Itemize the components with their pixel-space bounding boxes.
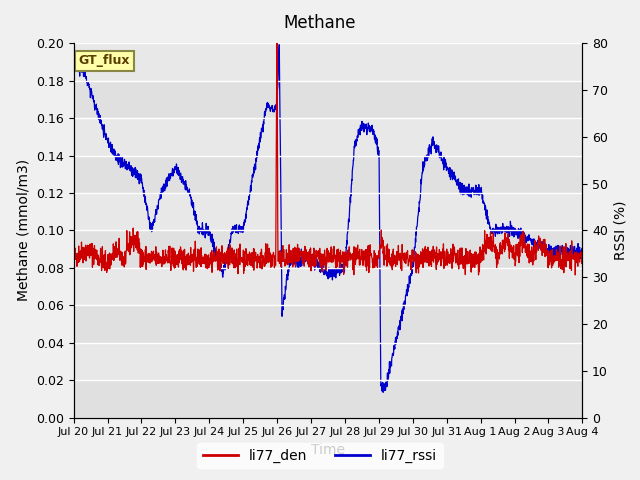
Bar <box>74 268 582 305</box>
Bar <box>74 81 582 118</box>
Bar <box>74 156 582 193</box>
Y-axis label: RSSI (%): RSSI (%) <box>614 201 628 260</box>
Y-axis label: Methane (mmol/m3): Methane (mmol/m3) <box>17 159 30 301</box>
Bar <box>74 118 582 156</box>
Legend: li77_den, li77_rssi: li77_den, li77_rssi <box>198 443 442 468</box>
X-axis label: Time: Time <box>311 443 345 457</box>
Bar <box>74 380 582 418</box>
Text: GT_flux: GT_flux <box>79 54 130 67</box>
Bar <box>74 305 582 343</box>
Bar <box>74 43 582 81</box>
Text: Methane: Methane <box>284 14 356 33</box>
Bar <box>74 230 582 268</box>
Bar <box>74 193 582 230</box>
Bar <box>74 343 582 380</box>
